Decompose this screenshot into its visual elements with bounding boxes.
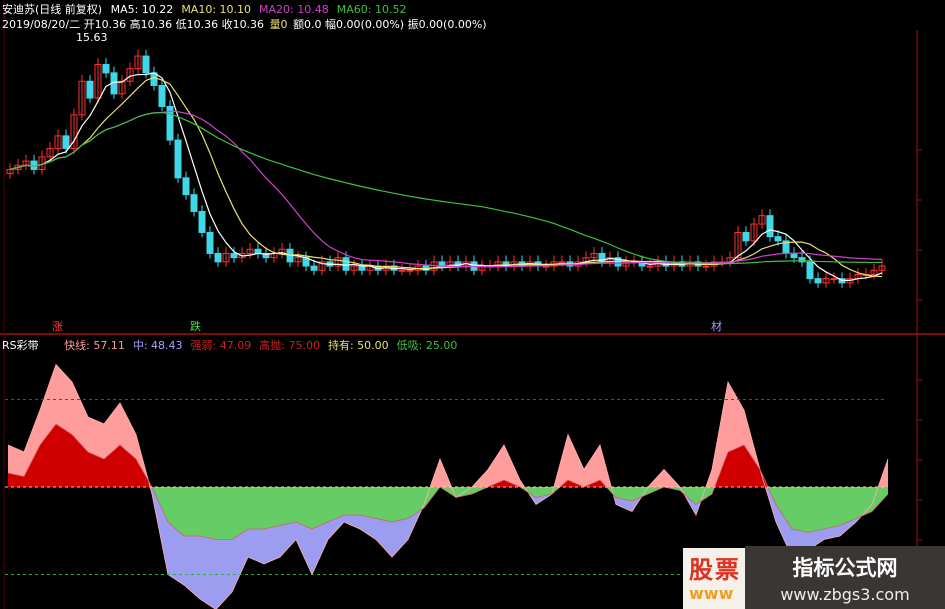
bar-info-text: 2019/08/20/二 开10.36 高10.36 低10.36 收10.36 xyxy=(2,18,265,31)
bar-info-text-2: 额0.0 幅0.00(0.00%) 振0.00(0.00%) xyxy=(293,18,487,31)
high-price-label: 15.63 xyxy=(76,31,108,44)
legend-item: 高抛: 75.00 xyxy=(259,339,320,352)
candle-body xyxy=(278,248,286,254)
candle-body xyxy=(878,265,886,271)
candle-body xyxy=(246,248,254,254)
watermark-url: www.zbgs3.com xyxy=(780,585,910,604)
legend-item: MA60: 10.52 xyxy=(336,3,407,16)
candle-body xyxy=(438,261,446,267)
candle-body xyxy=(870,269,878,275)
candle-body xyxy=(174,139,182,179)
candle-body xyxy=(182,177,190,196)
bar-info: 2019/08/20/二 开10.36 高10.36 低10.36 收10.36… xyxy=(2,16,492,32)
legend-item: 强弱: 47.09 xyxy=(190,339,252,352)
candle-body xyxy=(334,257,342,267)
chart-header: 安迪苏(日线 前复权) MA5: 10.22 MA10: 10.10 MA20: 1… xyxy=(2,1,419,17)
candle-body xyxy=(702,265,710,268)
candle-body xyxy=(358,265,366,271)
candle-body xyxy=(494,261,502,267)
candle-body xyxy=(206,231,214,254)
legend-item: MA20: 10.48 xyxy=(259,3,329,16)
candle-body xyxy=(158,84,166,107)
candle-body xyxy=(14,164,22,170)
watermark-left-text: 股票 xyxy=(689,556,741,584)
indicator-name: RS彩带 xyxy=(2,339,39,352)
candle-body xyxy=(758,215,766,225)
candle-body xyxy=(254,248,262,254)
candle-body xyxy=(454,261,462,267)
candle-body xyxy=(558,261,566,264)
candle-body xyxy=(198,210,206,233)
watermark-left-sub: www xyxy=(689,584,734,603)
candle-body xyxy=(262,252,270,259)
candle-body xyxy=(646,265,654,268)
marker-down[interactable]: 跌 xyxy=(190,320,201,333)
candle-body xyxy=(342,257,350,271)
marker-up[interactable]: 涨 xyxy=(52,320,63,333)
candle-body xyxy=(774,236,782,242)
candle-body xyxy=(78,80,86,116)
candle-body xyxy=(310,265,318,271)
mid-area-above xyxy=(8,424,888,487)
legend-item: 持有: 50.00 xyxy=(327,339,389,352)
candle-body xyxy=(742,231,750,242)
candle-body xyxy=(94,63,102,99)
candle-body xyxy=(86,80,94,99)
candle-body xyxy=(806,261,814,280)
candle-body xyxy=(222,252,230,263)
candle-body xyxy=(798,257,806,263)
candle-body xyxy=(70,114,78,149)
ma-legend: MA5: 10.22 MA10: 10.10 MA20: 10.48 MA60: 10… xyxy=(111,3,415,16)
fast-line xyxy=(7,363,889,609)
candle-body xyxy=(166,105,174,141)
candle-body xyxy=(134,55,142,70)
indicator-legend: RS彩带 快线: 57.11 中: 48.43 强弱: 47.09 高抛: 75.00… xyxy=(2,337,470,353)
candle-body xyxy=(734,231,742,259)
candle-body xyxy=(126,68,134,82)
candle-body xyxy=(398,269,406,272)
mid-area-below xyxy=(8,487,888,540)
indicator-values: 快线: 57.11 中: 48.43 强弱: 47.09 高抛: 75.00 持有: 5… xyxy=(64,339,465,352)
legend-item: 低吸: 25.00 xyxy=(396,339,458,352)
volume-label: 量0 xyxy=(269,18,288,31)
marker-cai[interactable]: 材 xyxy=(711,320,722,333)
candle-body xyxy=(46,147,54,158)
candle-body xyxy=(822,278,830,284)
legend-item: MA10: 10.10 xyxy=(181,3,252,16)
candle-body xyxy=(118,80,126,95)
candle-body xyxy=(622,261,630,267)
legend-item: MA5: 10.22 xyxy=(110,3,174,16)
candle-body xyxy=(814,278,822,284)
candle-body xyxy=(230,252,238,259)
candle-body xyxy=(750,223,758,242)
legend-item: 中: 48.43 xyxy=(132,339,183,352)
ma5-line xyxy=(9,72,883,281)
ma60-line xyxy=(9,111,883,265)
candle-body xyxy=(294,257,302,263)
candle-body xyxy=(590,252,598,259)
candle-body xyxy=(62,135,70,149)
candle-body xyxy=(318,261,326,271)
watermark-site: 指标公式网 www.zbgs3.com xyxy=(745,546,945,609)
mid-line xyxy=(7,423,889,540)
candle-body xyxy=(214,252,222,263)
candle-body xyxy=(102,63,110,74)
candle-body xyxy=(190,194,198,212)
candle-body xyxy=(830,278,838,281)
watermark-site-name: 指标公式网 xyxy=(792,556,898,580)
candle-body xyxy=(790,252,798,259)
candle-body xyxy=(142,55,150,74)
ma20-line xyxy=(9,110,883,268)
candle-body xyxy=(54,135,62,149)
candle-body xyxy=(406,269,414,272)
candle-body xyxy=(766,215,774,238)
stock-title: 安迪苏(日线 前复权) xyxy=(2,3,103,16)
candle-body xyxy=(350,265,358,271)
legend-item: 快线: 57.11 xyxy=(64,339,125,352)
